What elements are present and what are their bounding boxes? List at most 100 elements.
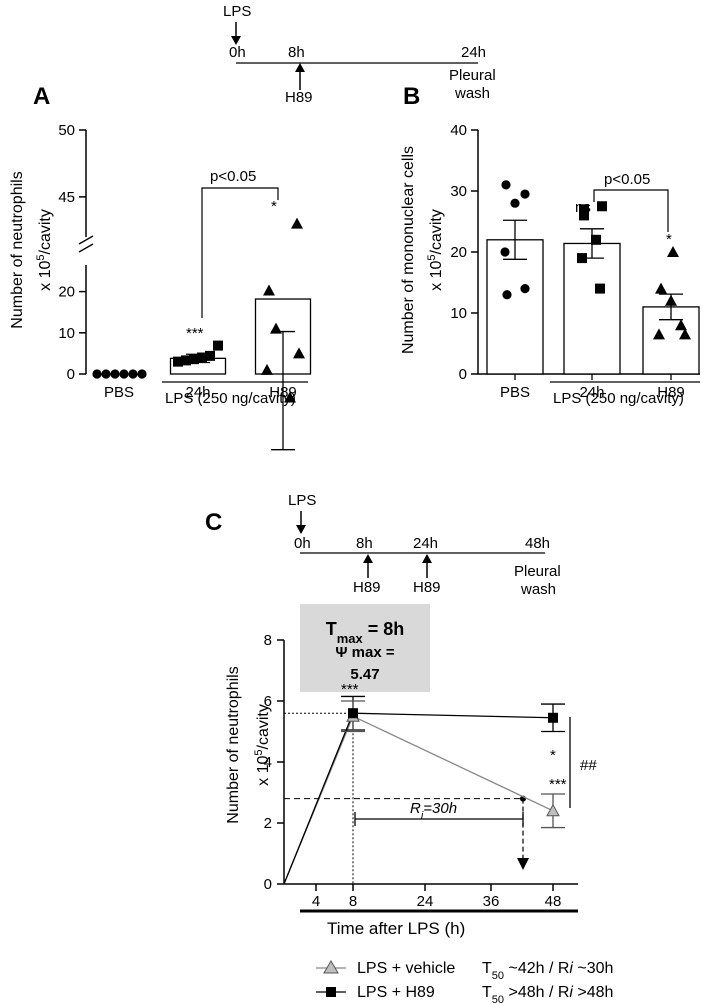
panel-a-data-point [213,340,223,351]
panel-b-points [500,180,691,340]
panel-b-ytick-label: 10 [450,305,467,322]
timeline-c-24h: 24h [413,535,438,552]
panel-b-data-point [653,328,665,340]
panel-c-letter: C [205,509,222,536]
timeline-c-pleural-label: Pleural [514,563,561,580]
panel-c-ytick-label: 2 [264,815,272,832]
timeline-lps-label: LPS [223,3,251,20]
panel-c-star-48-h89: * [550,747,556,764]
panel-b-data-point [591,234,601,245]
timeline-24h: 24h [461,44,486,61]
timeline-h89-arrowhead [295,63,305,72]
panel-c-ytick-label: 6 [264,693,272,710]
legend-h89-t50: T50 >48h / Ri >48h [482,984,613,1004]
panel-a-data-point [110,369,120,379]
panel-b-group-label: LPS (250 ng/cavity) [553,390,684,407]
panel-a-data-point [293,347,305,359]
panel-c-ytick-label: 8 [264,632,272,649]
panel-b-data-point [500,247,510,257]
timeline-lps-arrowhead [231,36,241,45]
panel-b-xtick-label: H89 [657,384,685,401]
legend-h89-marker [326,987,336,997]
panel-b-error-bar [503,219,527,260]
panel-c-xtick-label: 48 [545,893,562,910]
panel-a-data-point [291,217,303,229]
panel-b-data-point [595,283,605,294]
panel-a-data-point [261,363,273,375]
panel-c: Tmax = 8h Ψ max = 5.47 Number of neutrop… [225,604,597,938]
panel-b-data-point [579,210,589,221]
panel-a-data-point [181,355,191,366]
panel-b-xlabels: PBS 24h H89 [500,384,685,401]
panel-b-ytick-label: 30 [450,183,467,200]
panel-a-yticks: 0 10 20 45 50 [58,122,86,383]
legend-vehicle-marker [323,960,339,974]
panel-b-data-point [675,319,687,331]
panel-a-data-point [189,354,199,365]
panel-b-data-point [520,284,530,294]
panel-b-data-point [679,328,691,340]
panel-a-ytick-label: 0 [67,366,75,383]
panel-a-data-point [263,284,275,296]
panel-c-ylabel: Number of neutrophils [225,666,242,823]
panel-a-comparison-bracket [201,187,279,318]
panel-c-hash: ## [580,757,597,774]
timeline-c-h89b-label: H89 [413,579,441,596]
panel-c-series [283,695,565,885]
panel-a-axis-break-2 [78,243,94,253]
panel-a: A Number of neutrophils x 105/cavity 0 10… [9,83,312,451]
panel-b-ytick-label: 0 [459,366,467,383]
panel-b-data-point [579,204,589,215]
panel-b-data-point [502,290,512,300]
timeline-top: LPS 0h 8h 24h H89 Pleural wash [223,3,496,106]
panel-a-star-h89: * [271,198,277,215]
panel-a-letter: A [33,83,50,110]
panel-a-ylabel: Number of neutrophils [9,171,26,328]
panel-b-data-point [655,282,667,294]
panel-c-xtick-label: 8 [349,893,357,910]
panel-b-data-point [577,253,587,264]
ri-label: Ri=30h [410,800,457,822]
panel-b-data-point [597,201,607,212]
panel-a-data-point [173,356,183,367]
panel-c-ytick-label: 0 [264,876,272,893]
panel-c-legend: LPS + vehicle T50 ~42h / Ri ~30h LPS + H… [316,960,613,1004]
panel-b-ylabel: Number of mononuclear cells [400,146,417,354]
timeline-c-h89a-arrowhead [363,554,373,563]
tmax-box [300,604,430,692]
panel-b-comparison-bracket [593,189,669,232]
panel-a-xtick-label: 24h [185,384,210,401]
panel-c-xtick-label: 4 [312,893,320,910]
timeline-0h: 0h [229,44,246,61]
panel-a-xtick-label: H89 [269,384,297,401]
panel-a-ylabel-unit: x 105/cavity [35,209,54,291]
panel-a-data-point [270,322,282,334]
panel-c-ytick-label: 4 [264,754,272,771]
panel-c-star-8: *** [341,681,359,698]
legend-vehicle-label: LPS + vehicle [357,960,455,977]
panel-b-xtick-label: PBS [500,384,530,401]
panel-a-data-point [92,369,102,379]
series-vehicle-marker [546,803,560,817]
panel-b: B Number of mononuclear cells x 105/cavi… [400,83,700,407]
t50-arrowhead [517,858,529,870]
panel-a-data-point [128,369,138,379]
panel-b-bar [563,242,621,375]
legend-h89-label: LPS + H89 [357,984,435,1001]
panel-a-ytick-label: 10 [58,325,75,342]
panel-c-xtick-label: 36 [483,893,500,910]
panel-b-star-h89: * [666,231,672,248]
panel-b-ytick-label: 20 [450,244,467,261]
panel-a-data-point [205,350,215,361]
panel-a-data-point [137,369,147,379]
panel-b-ytick-label: 40 [450,122,467,139]
panel-c-ylabel-unit: x 105/cavity [253,704,272,786]
panel-a-xlabels: PBS 24h H89 [104,384,297,401]
series-h89-marker [548,712,558,723]
panel-a-points [92,217,305,403]
panel-c-guides [284,712,529,884]
timeline-h89-label: H89 [285,89,313,106]
timeline-wash-label: wash [454,85,490,102]
